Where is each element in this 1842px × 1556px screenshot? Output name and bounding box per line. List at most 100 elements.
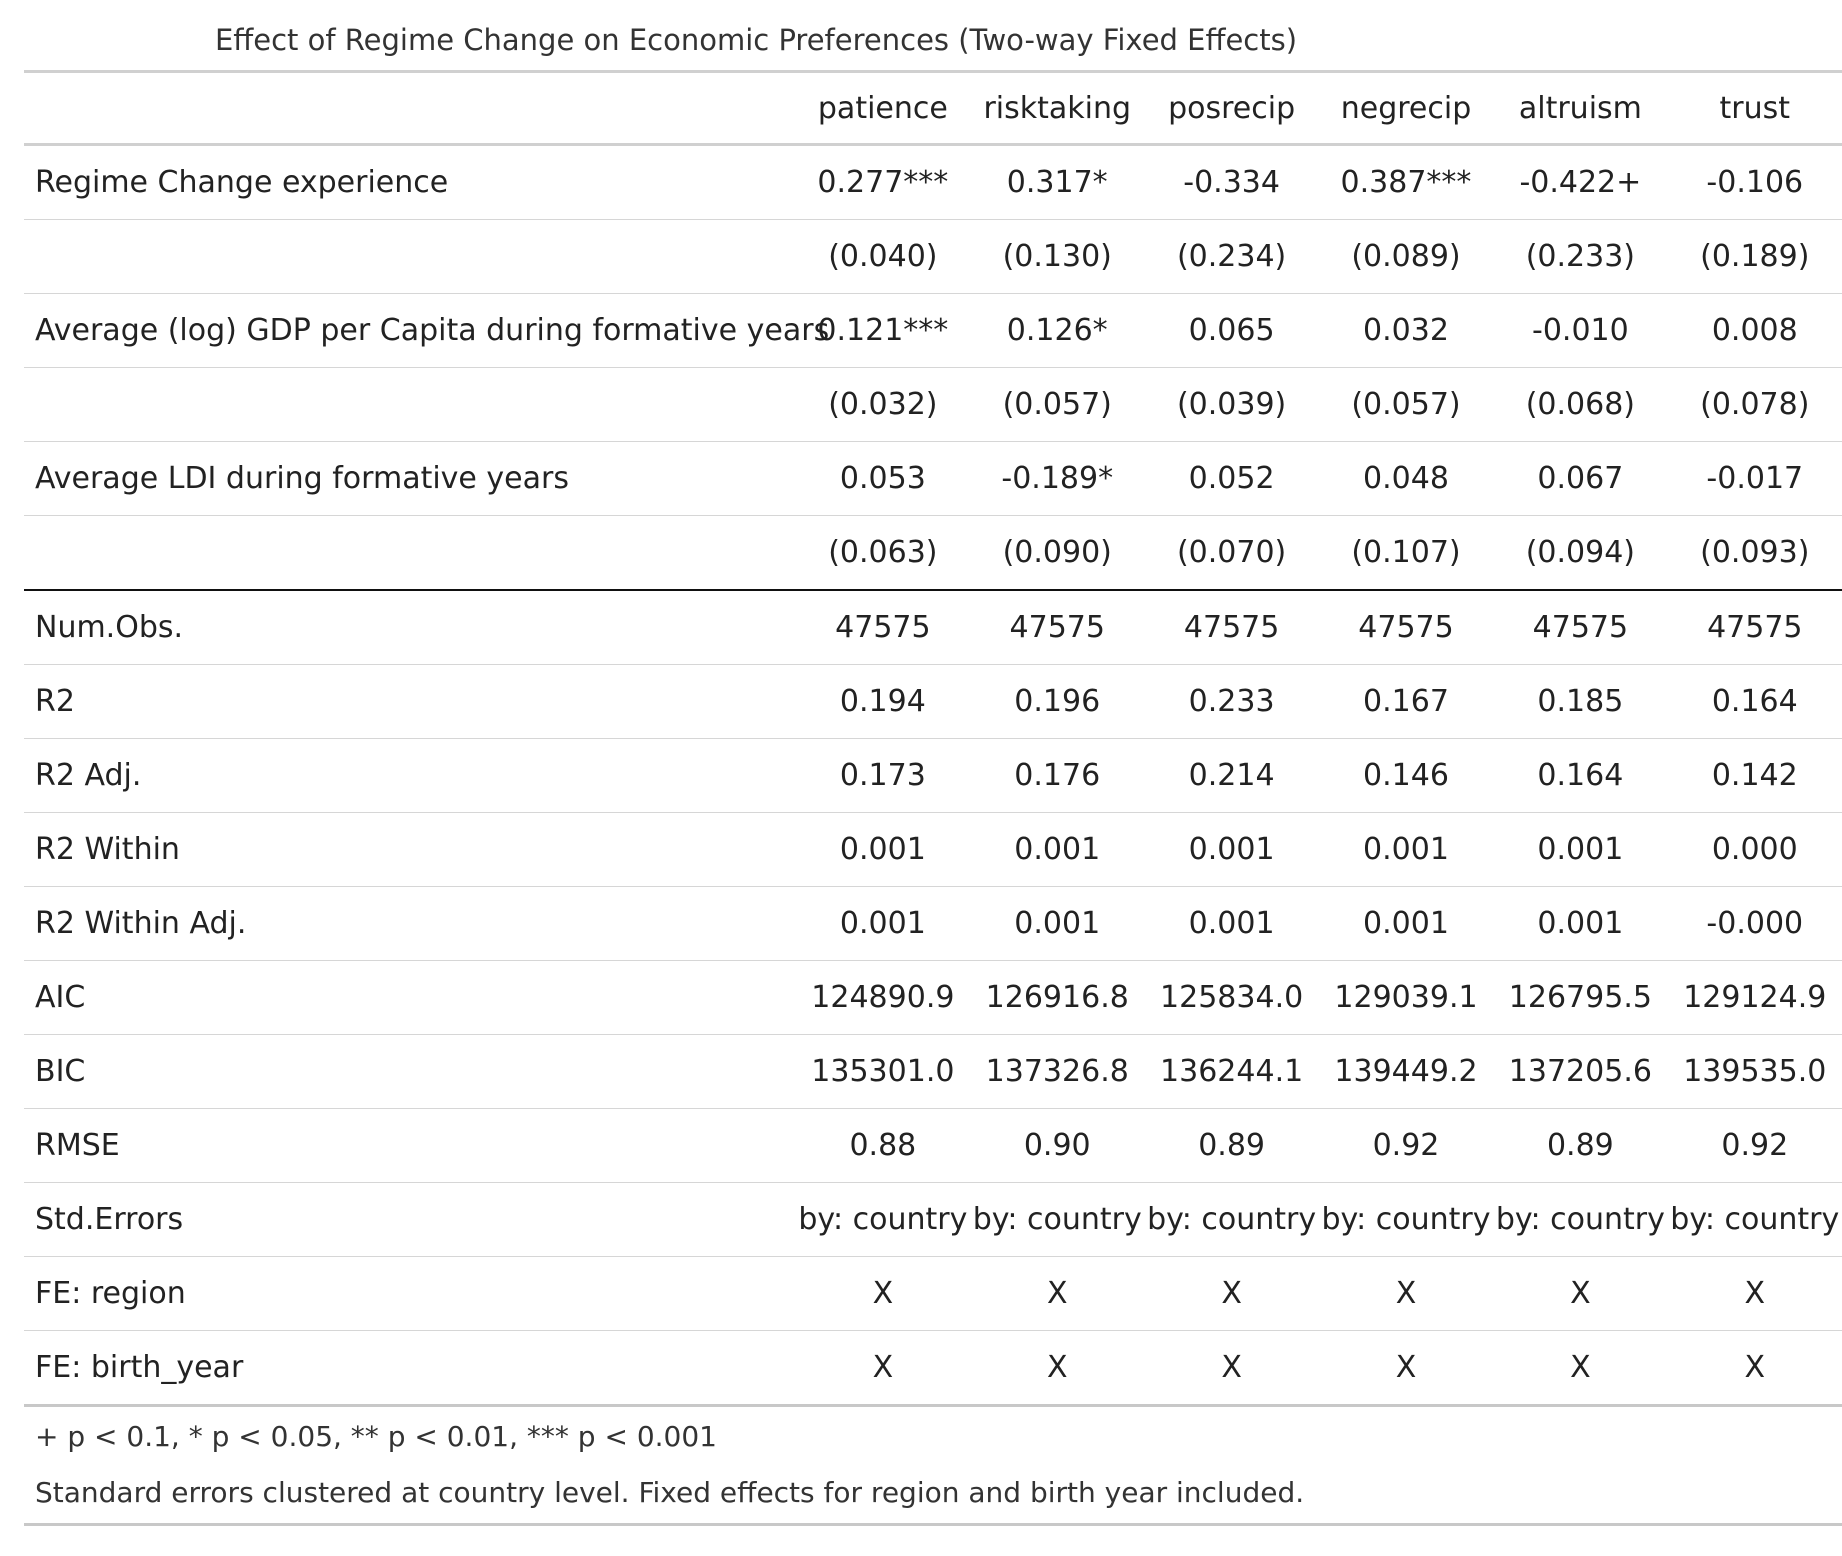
row-label: Num.Obs. <box>24 590 796 665</box>
table-cell: 0.89 <box>1144 1108 1319 1183</box>
table-cell: 137326.8 <box>970 1034 1145 1109</box>
regression-table: patience risktaking posrecip negrecip al… <box>24 70 1842 1407</box>
table-cell: 0.001 <box>795 886 971 961</box>
table-cell: 0.89 <box>1493 1108 1668 1183</box>
statistic-row: R2 Adj. 0.173 0.176 0.214 0.146 0.164 0.142 <box>24 738 1842 813</box>
bottom-rule <box>24 1523 1842 1526</box>
row-label <box>24 219 796 294</box>
table-cell: X <box>970 1256 1145 1331</box>
table-cell: 0.214 <box>1144 738 1319 813</box>
statistic-row: R2 0.194 0.196 0.233 0.167 0.185 0.164 <box>24 664 1842 739</box>
table-cell: 0.001 <box>1318 812 1494 887</box>
table-cell: 0.387*** <box>1318 144 1494 220</box>
table-cell: X <box>1667 1256 1842 1331</box>
row-label: BIC <box>24 1034 796 1109</box>
table-cell: (0.094) <box>1493 515 1668 591</box>
table-cell: 47575 <box>1318 590 1494 665</box>
table-cell: X <box>1144 1330 1319 1407</box>
statistic-row: Std.Errors by: country by: country by: coun… <box>24 1182 1842 1257</box>
table-cell: 0.317* <box>970 144 1145 220</box>
coefficient-row: Average (log) GDP per Capita during form… <box>24 293 1842 368</box>
table-cell: (0.130) <box>970 219 1145 294</box>
table-cell: 139535.0 <box>1667 1034 1842 1109</box>
table-cell: 0.146 <box>1318 738 1494 813</box>
statistic-row: FE: birth_year X X X X X X <box>24 1330 1842 1407</box>
table-cell: 0.008 <box>1667 293 1842 368</box>
table-cell: by: country <box>1667 1182 1842 1257</box>
column-header-altruism: altruism <box>1493 71 1668 146</box>
table-cell: 47575 <box>1144 590 1319 665</box>
table-cell: 0.001 <box>795 812 971 887</box>
row-label: FE: region <box>24 1256 796 1331</box>
table-cell: 0.164 <box>1493 738 1668 813</box>
statistic-row: R2 Within 0.001 0.001 0.001 0.001 0.001 0.000 <box>24 812 1842 887</box>
table-cell: 0.142 <box>1667 738 1842 813</box>
table-cell: 0.065 <box>1144 293 1319 368</box>
header-row: patience risktaking posrecip negrecip al… <box>24 71 1842 146</box>
table-cell: 0.001 <box>1493 886 1668 961</box>
std-error-row: (0.040) (0.130) (0.234) (0.089) (0.233) (0.18… <box>24 219 1842 294</box>
table-cell: X <box>1144 1256 1319 1331</box>
row-label <box>24 515 796 591</box>
row-label: AIC <box>24 960 796 1035</box>
table-cell: (0.107) <box>1318 515 1494 591</box>
table-cell: 0.90 <box>970 1108 1145 1183</box>
statistic-row: R2 Within Adj. 0.001 0.001 0.001 0.001 0.001-… <box>24 886 1842 961</box>
table-cell: by: country <box>795 1182 971 1257</box>
table-cell: 0.233 <box>1144 664 1319 739</box>
table-cell: (0.063) <box>795 515 971 591</box>
statistic-row: RMSE 0.88 0.90 0.89 0.92 0.89 0.92 <box>24 1108 1842 1183</box>
table-cell: 0.92 <box>1667 1108 1842 1183</box>
table-cell: (0.093) <box>1667 515 1842 591</box>
table-cell: -0.189* <box>970 441 1145 516</box>
table-cell: 47575 <box>1667 590 1842 665</box>
table-cell: by: country <box>970 1182 1145 1257</box>
table-cell: 0.92 <box>1318 1108 1494 1183</box>
table-cell: 0.067 <box>1493 441 1668 516</box>
table-cell: (0.039) <box>1144 367 1319 442</box>
table-cell: 129039.1 <box>1318 960 1494 1035</box>
table-cell: 0.185 <box>1493 664 1668 739</box>
table-cell: X <box>795 1330 971 1407</box>
table-cell: 0.001 <box>1144 812 1319 887</box>
column-header-negrecip: negrecip <box>1318 71 1494 146</box>
table-cell: 0.052 <box>1144 441 1319 516</box>
table-cell: 47575 <box>1493 590 1668 665</box>
statistic-row: Num.Obs. 47575 47575 47575 47575 47575 47575 <box>24 590 1842 665</box>
table-cell: 0.001 <box>970 812 1145 887</box>
row-label: R2 Within Adj. <box>24 886 796 961</box>
table-cell: 126916.8 <box>970 960 1145 1035</box>
table-cell: -0.422+ <box>1493 144 1668 220</box>
table-cell: (0.089) <box>1318 219 1494 294</box>
table-cell: (0.078) <box>1667 367 1842 442</box>
table-cell: 126795.5 <box>1493 960 1668 1035</box>
table-cell: -0.106 <box>1667 144 1842 220</box>
column-header-trust: trust <box>1667 71 1842 146</box>
statistic-row: BIC 135301.0 137326.8 136244.1 139449.2 13720… <box>24 1034 1842 1109</box>
table-cell: (0.233) <box>1493 219 1668 294</box>
column-header-posrecip: posrecip <box>1144 71 1319 146</box>
table-cell: (0.057) <box>970 367 1145 442</box>
regression-table-figure: Effect of Regime Change on Economic Pref… <box>24 0 1842 1526</box>
table-cell: 0.001 <box>1144 886 1319 961</box>
table-notes: + p < 0.1, * p < 0.05, ** p < 0.01, *** … <box>24 1407 1842 1519</box>
table-cell: 0.167 <box>1318 664 1494 739</box>
statistic-row: AIC 124890.9 126916.8 125834.0 129039.1 12679… <box>24 960 1842 1035</box>
table-cell: 125834.0 <box>1144 960 1319 1035</box>
table-cell: 47575 <box>795 590 971 665</box>
row-label: FE: birth_year <box>24 1330 796 1407</box>
table-body: Regime Change experience 0.277*** 0.317* -0… <box>24 144 1842 1407</box>
table-cell: (0.189) <box>1667 219 1842 294</box>
coefficient-row: Regime Change experience 0.277*** 0.317* -0… <box>24 144 1842 220</box>
significance-note: + p < 0.1, * p < 0.05, ** p < 0.01, *** … <box>35 1420 717 1453</box>
table-cell: -0.017 <box>1667 441 1842 516</box>
table-cell: 0.001 <box>1318 886 1494 961</box>
table-cell: -0.010 <box>1493 293 1668 368</box>
coefficient-row: Average LDI during formative years 0.053-… <box>24 441 1842 516</box>
table-cell: X <box>1318 1330 1494 1407</box>
clustering-note: Standard errors clustered at country lev… <box>35 1476 1305 1509</box>
table-cell: by: country <box>1318 1182 1494 1257</box>
table-cell: 139449.2 <box>1318 1034 1494 1109</box>
table-cell: 0.053 <box>795 441 971 516</box>
row-label: R2 <box>24 664 796 739</box>
